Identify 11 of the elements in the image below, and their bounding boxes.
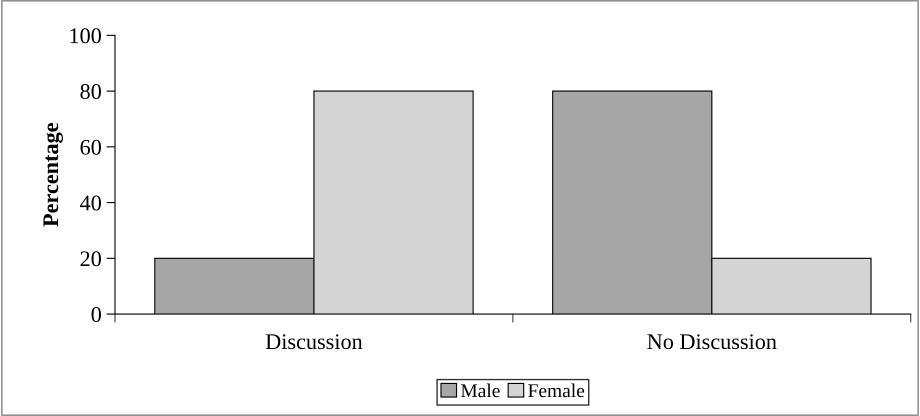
y-tick-label: 80	[80, 84, 101, 100]
y-tick-label: 20	[80, 251, 101, 266]
legend-label: Male	[460, 384, 500, 398]
x-tick-label: No Discussion	[647, 334, 777, 350]
y-tick-label: 60	[80, 140, 101, 155]
legend-label: Female	[528, 384, 584, 398]
y-tick-label: 100	[70, 28, 101, 44]
y-tick-label: 0	[92, 307, 101, 322]
y-axis-title: Percentage	[43, 123, 63, 227]
y-tick-label: 40	[80, 196, 101, 211]
x-tick-label: Discussion	[266, 334, 362, 350]
